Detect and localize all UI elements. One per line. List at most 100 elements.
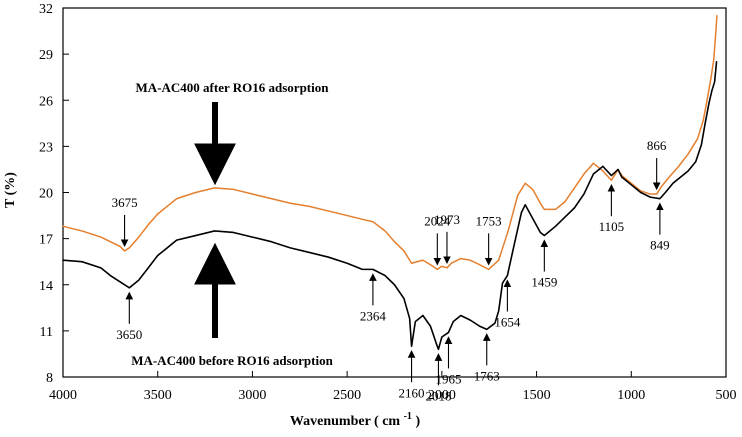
black-series-point [214, 230, 215, 232]
black-series-point [498, 310, 500, 312]
x-axis-title-exponent: -1 [404, 411, 412, 422]
orange-series-point [128, 247, 130, 249]
orange-series-point [706, 99, 708, 101]
orange-series-point [365, 219, 367, 221]
black-series-point [62, 259, 64, 261]
orange-series-point [661, 185, 663, 187]
orange-series-point [488, 268, 490, 270]
black-series-point [621, 176, 623, 178]
black-series-point [610, 175, 612, 177]
black-series-point [506, 275, 508, 276]
black-annotation-label: 2160 [399, 385, 425, 400]
orange-series-point [668, 176, 670, 178]
orange-series-point [119, 245, 121, 247]
orange-series-point [507, 230, 509, 232]
orange-series-point [176, 198, 178, 200]
orange-series-point [270, 198, 272, 200]
black-series-point [414, 321, 416, 323]
black-series-point [403, 298, 405, 300]
orange-series-point [715, 35, 717, 37]
orange-annotation-label: 3675 [112, 195, 138, 210]
black-series-point [119, 281, 121, 283]
black-series-point [128, 287, 130, 289]
black-series-point [452, 321, 454, 323]
orange-series-point [564, 201, 566, 203]
x-tick-label: 3500 [144, 388, 172, 403]
black-series-point [157, 255, 159, 256]
black-series-point [583, 193, 585, 195]
black-series-point [539, 232, 541, 233]
black-series-point [270, 241, 272, 243]
black-series-point [680, 176, 681, 178]
orange-series-point [555, 208, 556, 210]
black-series-point [327, 256, 329, 258]
black-series-point [704, 122, 706, 124]
black-series-point [672, 182, 674, 184]
black-series-point [574, 207, 575, 209]
axes-layer: 8 11 14 17 20 23 26 29 32 4000 3500 3000 2500 2000 150… [39, 2, 737, 403]
x-axis-title-main: Wavenumber [290, 414, 371, 429]
black-series-point [176, 239, 178, 241]
orange-series-point [543, 208, 545, 210]
black-series-point [195, 235, 197, 236]
y-tick-label: 8 [46, 371, 53, 386]
orange-series-point [460, 258, 462, 260]
x-tick-label: 500 [716, 388, 737, 403]
orange-series-point [710, 78, 712, 80]
black-series-point [289, 247, 291, 249]
orange-series-point [147, 224, 149, 226]
black-series-point [346, 262, 348, 264]
orange-series-point [479, 264, 481, 266]
orange-series-point [656, 193, 658, 195]
black-series-point [469, 319, 471, 321]
black-series-point [411, 345, 412, 347]
black-series-point [109, 275, 111, 276]
orange-series-point [138, 236, 140, 238]
orange-series-point [327, 210, 329, 212]
orange-series-point [109, 241, 111, 243]
x-axis-title-unit: cm [382, 414, 400, 429]
black-annotation-label: 1965 [435, 371, 461, 386]
orange-annotation-label: 1753 [476, 213, 502, 228]
orange-series-point [289, 202, 291, 204]
black-series-point [100, 267, 102, 269]
orange-series-point [450, 262, 452, 264]
black-series-point [479, 325, 481, 327]
orange-series-point [524, 182, 526, 184]
orange-series-point [403, 250, 405, 252]
black-annotation-label: 1459 [531, 275, 557, 290]
orange-annotation-label: 1105 [599, 219, 625, 234]
black-series-point [435, 342, 437, 344]
y-tick-label: 23 [39, 140, 53, 155]
black-series-point [422, 315, 424, 316]
orange-series-point [124, 250, 126, 252]
orange-series-line [62, 14, 718, 271]
black-series-point [630, 184, 632, 186]
black-series-point [695, 161, 697, 163]
black-series-point [532, 218, 534, 220]
orange-series-point [687, 153, 689, 155]
black-series-point [361, 268, 363, 270]
black-series-point [441, 336, 443, 338]
orange-series-point [539, 202, 541, 204]
black-series-point [138, 279, 140, 281]
orange-series-point [532, 188, 534, 190]
black-series-point [251, 236, 253, 238]
y-axis-title: T (%) [3, 172, 18, 208]
orange-series-point [372, 221, 374, 223]
black-series-point [81, 261, 83, 263]
y-tick-label: 20 [39, 187, 53, 202]
black-series-point [430, 325, 431, 327]
black-annotation-label: 1763 [474, 368, 500, 383]
black-series-point [460, 315, 462, 316]
orange-series-point [441, 265, 443, 267]
x-tick-label: 3000 [238, 388, 266, 403]
black-series-point [147, 267, 149, 269]
black-series-point [716, 61, 717, 63]
black-series-point [592, 173, 594, 175]
black-series-point [502, 282, 503, 284]
black-series-point [394, 284, 395, 286]
black-series-point [564, 216, 566, 218]
